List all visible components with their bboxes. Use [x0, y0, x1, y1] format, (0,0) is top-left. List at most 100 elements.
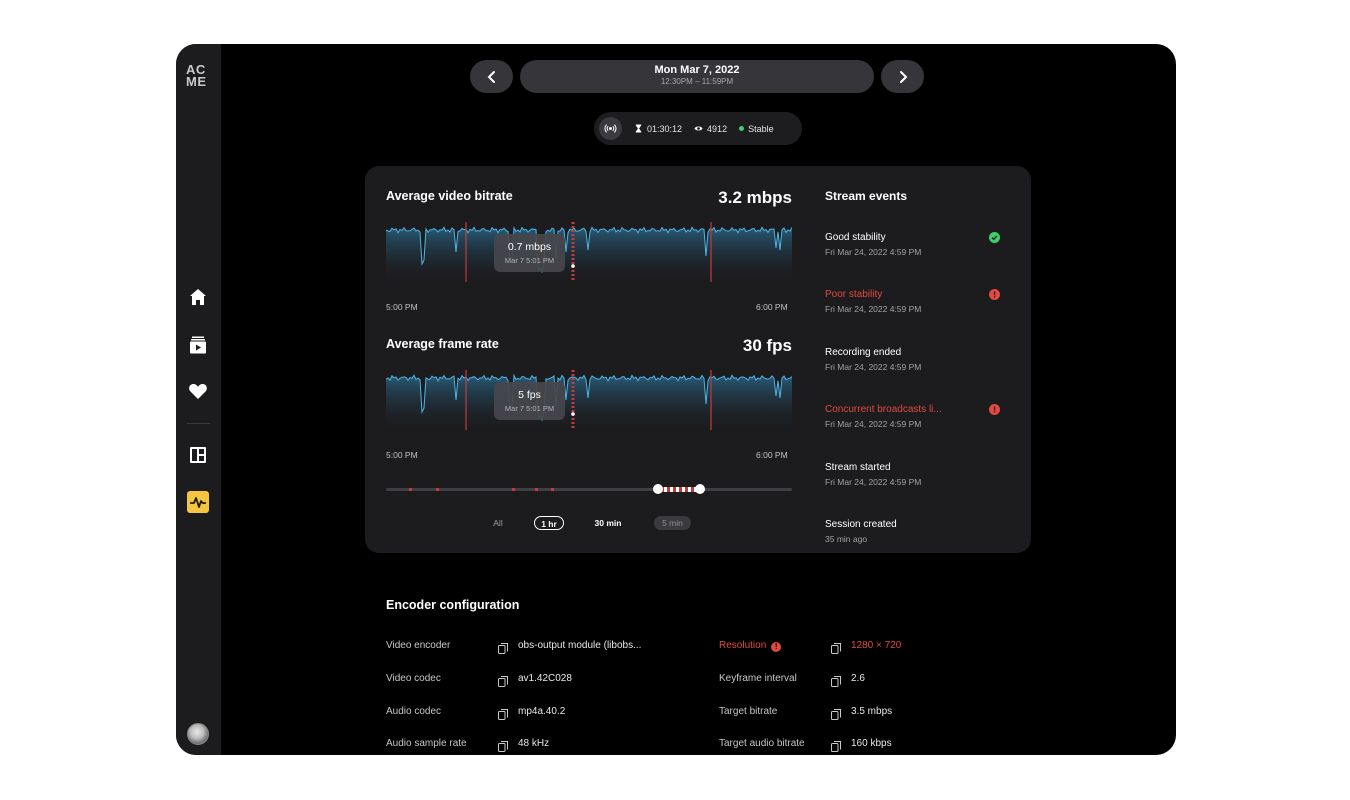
copy-icon[interactable] — [831, 739, 841, 752]
bitrate-value: 3.2 mbps — [718, 188, 792, 207]
copy-icon[interactable] — [498, 739, 508, 752]
chart-area — [386, 375, 792, 430]
acme-logo: AC ME — [186, 62, 207, 89]
range-30min[interactable]: 30 min — [594, 518, 622, 528]
config-label-text: Audio codec — [386, 706, 442, 717]
check-circle-icon — [989, 232, 1000, 243]
copy-icon[interactable] — [831, 641, 841, 654]
config-label: Keyframe interval — [719, 673, 797, 684]
event-time: 35 min ago — [825, 534, 868, 544]
framerate-tooltip-value: 5 fps — [518, 389, 541, 401]
copy-icon[interactable] — [498, 641, 508, 654]
heart-icon[interactable] — [187, 380, 209, 402]
config-value: 2.6 — [851, 673, 865, 684]
event-time: Fri Mar 24, 2022 4:59 PM — [825, 477, 922, 487]
activity-icon[interactable] — [187, 491, 209, 513]
event-time: Fri Mar 24, 2022 4:59 PM — [825, 362, 922, 372]
status-value: Stable — [748, 123, 774, 134]
event-item[interactable]: Session created 35 min ago — [825, 519, 1000, 544]
chevron-right-icon — [899, 70, 907, 83]
event-marker — [512, 488, 515, 491]
config-value: 48 kHz — [518, 738, 550, 749]
previous-day-button[interactable] — [470, 60, 513, 93]
event-item[interactable]: Recording ended Fri Mar 24, 2022 4:59 PM — [825, 347, 1000, 372]
alert-circle-icon — [989, 404, 1000, 415]
bitrate-chart[interactable] — [386, 222, 792, 282]
config-label-text: Video codec — [386, 673, 441, 684]
event-name: Recording ended — [825, 347, 902, 358]
config-label: Video encoder — [386, 640, 450, 651]
config-label-text: Audio sample rate — [386, 738, 467, 749]
config-label-text: Video encoder — [386, 640, 451, 651]
framerate-tooltip-date: Mar 7 5:01 PM — [504, 404, 555, 413]
range-all[interactable]: All — [493, 518, 503, 528]
config-label: Video codec — [386, 673, 441, 684]
copy-icon[interactable] — [498, 707, 508, 720]
stream-health-card: Average video bitrate 3.2 mbps 0.7 mbps … — [365, 166, 1031, 553]
event-name: Poor stability — [825, 289, 883, 300]
home-icon[interactable] — [187, 286, 209, 308]
stability-stat: Stable — [739, 124, 774, 134]
hourglass-icon — [635, 124, 642, 133]
dashboard-icon[interactable] — [187, 444, 209, 466]
sidebar: AC ME — [176, 44, 221, 755]
bitrate-tooltip-date: Mar 7 5:01 PM — [504, 256, 555, 265]
date-selector[interactable]: Mon Mar 7, 2022 12:30PM – 11:59PM — [520, 60, 874, 93]
event-marker — [409, 488, 412, 491]
event-name: Stream started — [825, 462, 891, 473]
config-value: 1280 × 720 — [851, 640, 902, 651]
next-day-button[interactable] — [881, 60, 924, 93]
framerate-x-start: 5:00 PM — [386, 450, 418, 460]
event-marker — [436, 488, 439, 491]
config-value: obs-output module (libobs... — [518, 640, 642, 651]
viewers-value: 4912 — [707, 123, 728, 134]
hover-point — [571, 264, 575, 268]
framerate-chart[interactable] — [386, 370, 792, 430]
framerate-x-end: 6:00 PM — [756, 450, 788, 460]
user-avatar[interactable] — [187, 723, 209, 745]
framerate-title: Average frame rate — [386, 337, 499, 351]
config-label: Target bitrate — [719, 706, 777, 717]
framerate-value: 30 fps — [742, 336, 792, 355]
copy-icon[interactable] — [831, 674, 841, 687]
copy-icon[interactable] — [498, 674, 508, 687]
stream-events-title: Stream events — [825, 189, 908, 203]
config-label-text: Resolution — [719, 640, 767, 651]
event-marker — [535, 488, 538, 491]
config-label: Target audio bitrate — [719, 738, 805, 749]
event-time: Fri Mar 24, 2022 4:59 PM — [825, 304, 922, 314]
timeline-scrubber[interactable] — [386, 484, 792, 494]
config-label: Audio codec — [386, 706, 441, 717]
selected-range — [658, 487, 700, 492]
event-item[interactable]: Stream started Fri Mar 24, 2022 4:59 PM — [825, 462, 1000, 487]
event-item[interactable]: Good stability Fri Mar 24, 2022 4:59 PM — [825, 232, 1000, 257]
broadcast-icon[interactable] — [599, 117, 622, 140]
range-end-handle[interactable] — [695, 484, 705, 494]
hover-point — [571, 412, 575, 416]
range-start-handle[interactable] — [653, 484, 663, 494]
event-marker — [551, 488, 554, 491]
status-dot — [739, 126, 745, 131]
event-item[interactable]: Poor stability Fri Mar 24, 2022 4:59 PM — [825, 289, 1000, 314]
time-range-label: 12:30PM – 11:59PM — [660, 77, 734, 86]
warning-icon: ! — [771, 642, 782, 652]
copy-icon[interactable] — [831, 707, 841, 720]
config-label-text: Keyframe interval — [719, 673, 797, 684]
event-time: Fri Mar 24, 2022 4:59 PM — [825, 419, 922, 429]
event-name: Concurrent broadcasts li... — [825, 404, 942, 415]
config-value: mp4a.40.2 — [518, 706, 566, 717]
config-value: 3.5 mbps — [851, 706, 893, 717]
event-item[interactable]: Concurrent broadcasts li... Fri Mar 24, 2… — [825, 404, 1000, 429]
config-label-text: Target audio bitrate — [719, 738, 805, 749]
bitrate-tooltip-value: 0.7 mbps — [507, 241, 552, 253]
sidebar-divider — [187, 423, 210, 424]
range-selector: All 1 hr 30 min 5 min — [365, 516, 815, 532]
config-value: 160 kbps — [851, 738, 892, 749]
event-name: Good stability — [825, 232, 886, 243]
app-window: AC ME Mon Mar 7, 2022 12:30PM – 11:59PM — [176, 44, 1176, 755]
videos-icon[interactable] — [187, 334, 209, 356]
duration-value: 01:30:12 — [647, 123, 683, 134]
config-value: av1.42C028 — [518, 673, 572, 684]
range-5min[interactable]: 5 min — [654, 516, 691, 530]
range-1hr[interactable]: 1 hr — [534, 516, 564, 530]
